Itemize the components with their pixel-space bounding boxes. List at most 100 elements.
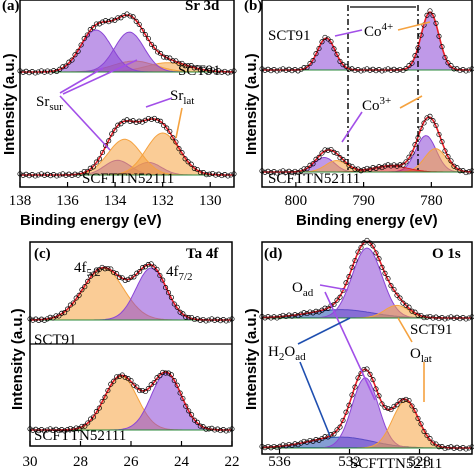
raw-data-point	[206, 317, 212, 323]
raw-data-point	[23, 68, 29, 74]
raw-data-point	[433, 122, 439, 129]
raw-data-point	[448, 158, 454, 164]
raw-data-point	[370, 165, 376, 171]
raw-data-point	[44, 171, 51, 177]
raw-data-point	[430, 118, 436, 124]
panel-b-arrow-co3-1	[341, 111, 363, 143]
raw-data-point	[82, 423, 88, 429]
raw-data-point	[102, 266, 108, 272]
raw-data-point	[325, 147, 331, 153]
raw-data-point	[160, 369, 166, 375]
raw-data-point	[93, 159, 99, 165]
raw-data-point	[262, 169, 268, 175]
raw-data-point	[194, 419, 200, 425]
raw-data-point	[409, 308, 415, 314]
raw-data-point	[292, 312, 298, 318]
raw-data-point	[268, 68, 274, 74]
raw-data-point	[388, 163, 394, 169]
raw-data-point	[364, 66, 370, 72]
x-tick-label: 22	[225, 454, 240, 470]
raw-data-point	[51, 172, 57, 178]
raw-data-point	[158, 118, 164, 124]
raw-data-point	[400, 162, 406, 168]
raw-data-point	[165, 370, 172, 376]
raw-data-point	[436, 444, 442, 450]
raw-data-point	[394, 292, 400, 298]
raw-data-point	[54, 173, 60, 179]
raw-data-point	[280, 442, 286, 448]
raw-data-point	[168, 294, 174, 300]
raw-data-point	[463, 316, 469, 322]
raw-data-point	[173, 58, 179, 64]
panel-d-arrow-h2o-1	[297, 317, 351, 345]
raw-data-point	[148, 116, 155, 122]
raw-data-point	[119, 275, 125, 281]
raw-data-point	[271, 169, 277, 175]
raw-data-point	[322, 434, 328, 440]
raw-data-point	[216, 68, 222, 74]
raw-data-point	[373, 68, 379, 74]
raw-data-point	[280, 66, 286, 72]
raw-data-point	[307, 437, 313, 444]
raw-data-point	[388, 407, 394, 413]
raw-data-point	[436, 33, 442, 39]
raw-data-point	[433, 314, 439, 320]
raw-data-point	[436, 316, 442, 322]
raw-data-point	[451, 445, 457, 451]
peak-srlat-1-2	[20, 138, 234, 176]
panel-c: (c) Ta 4f 4f5/2 4f7/2 SCT91 SCFTTN52111 …	[9, 241, 240, 470]
raw-data-point	[81, 36, 87, 42]
raw-data-point	[334, 51, 340, 57]
raw-data-point	[57, 172, 63, 178]
panel-b-xlabel: Binding energy (eV)	[296, 212, 438, 229]
raw-data-point	[99, 264, 105, 270]
raw-data-point	[134, 270, 140, 276]
raw-data-point	[157, 272, 163, 279]
panel-c-annotation-4f72: 4f7/2	[166, 264, 193, 283]
raw-data-point	[280, 168, 286, 174]
raw-data-point	[69, 57, 75, 63]
panel-d: (d) O 1s Oad H2Oad Olat SCT91 SCFTTN5211…	[243, 237, 474, 472]
raw-data-point	[127, 118, 133, 124]
raw-data-point	[319, 39, 325, 45]
raw-data-point	[194, 166, 200, 173]
raw-data-point	[334, 150, 340, 157]
raw-data-point	[131, 274, 137, 280]
raw-data-point	[44, 68, 51, 74]
raw-data-point	[382, 163, 388, 169]
x-tick-label: 532	[338, 454, 361, 470]
raw-data-point	[376, 164, 382, 170]
raw-data-point	[139, 265, 146, 271]
raw-data-point	[115, 122, 121, 128]
raw-data-point	[228, 69, 234, 75]
raw-data-point	[328, 146, 334, 153]
raw-data-point	[44, 316, 50, 322]
raw-data-point	[116, 373, 123, 379]
raw-data-point	[409, 60, 415, 66]
raw-data-point	[200, 424, 206, 430]
panel-b-sample-top: SCT91	[268, 28, 311, 44]
x-tick-label: 26	[124, 454, 140, 470]
raw-data-point	[185, 159, 191, 165]
raw-data-point	[41, 172, 48, 178]
raw-data-point	[409, 150, 415, 156]
raw-data-point	[391, 66, 397, 72]
raw-data-point	[442, 148, 448, 154]
raw-data-point	[397, 66, 403, 73]
x-tick-label: 800	[285, 193, 308, 209]
raw-data-point	[197, 423, 203, 429]
raw-data-point	[134, 384, 140, 390]
raw-data-point	[427, 113, 433, 119]
raw-data-point	[112, 127, 118, 133]
raw-data-point	[427, 313, 433, 320]
raw-data-point	[388, 283, 394, 289]
raw-data-point	[183, 314, 189, 320]
raw-data-point	[349, 264, 355, 270]
raw-data-point	[29, 172, 35, 178]
raw-data-point	[406, 304, 412, 310]
raw-data-point	[155, 118, 161, 124]
raw-data-point	[442, 316, 448, 322]
raw-data-point	[403, 159, 409, 165]
raw-data-point	[313, 308, 319, 314]
